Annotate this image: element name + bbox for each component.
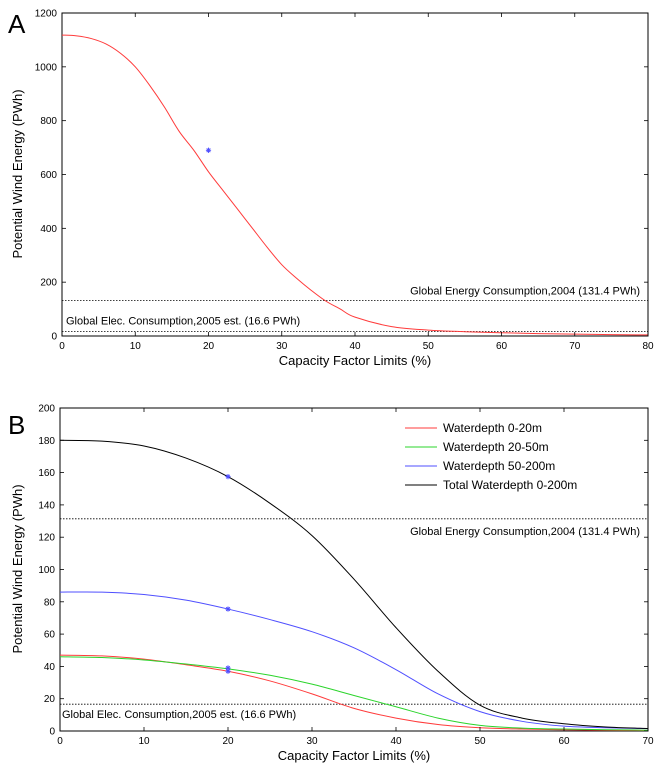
panel-b-x-tick-label: 50	[474, 736, 486, 747]
panel-b-x-tick-label: 60	[558, 736, 570, 747]
panel-a-reference-label: Global Energy Consumption,2004 (131.4 PW…	[410, 286, 640, 298]
panel-a-x-tick-label: 0	[59, 341, 65, 352]
panel-a-x-tick-label: 20	[203, 341, 215, 352]
legend-entry-label: Waterdepth 0-20m	[443, 421, 542, 435]
panel-a: A Global Energy Consumption,2004 (131.4 …	[8, 9, 654, 369]
panel-a-y-tick-label: 0	[51, 332, 57, 343]
panel-a-x-tick-label: 60	[496, 341, 508, 352]
panel-b-reference-label: Global Energy Consumption,2004 (131.4 PW…	[410, 526, 640, 538]
panel-a-x-tick-label: 80	[642, 341, 654, 352]
panel-b-x-tick-label: 10	[138, 736, 150, 747]
panel-b-letter: B	[8, 410, 25, 440]
panel-b-x-axis-label: Capacity Factor Limits (%)	[278, 748, 430, 763]
panel-b-series-line-2	[59, 591, 649, 730]
panel-b-plot-area	[59, 407, 649, 732]
panel-b: B Global Energy Consumption,2004 (131.4 …	[8, 404, 654, 764]
panel-b-y-tick-label: 40	[44, 662, 56, 673]
panel-a-y-tick-label: 1200	[35, 9, 58, 20]
panel-a-reference-label: Global Elec. Consumption,2005 est. (16.6…	[66, 316, 300, 328]
panel-a-x-tick-label: 70	[569, 341, 581, 352]
panel-a-y-tick-label: 600	[40, 170, 57, 181]
panel-b-x-tick-label: 40	[390, 736, 402, 747]
panel-b-y-tick-label: 20	[44, 694, 56, 705]
panel-b-reference-label: Global Elec. Consumption,2005 est. (16.6…	[62, 709, 296, 721]
panel-b-x-tick-label: 30	[306, 736, 318, 747]
panel-b-y-tick-label: 140	[38, 500, 55, 511]
panel-a-x-axis-label: Capacity Factor Limits (%)	[279, 353, 431, 368]
panel-b-y-tick-label: 100	[38, 565, 55, 576]
panel-a-y-tick-label: 200	[40, 278, 57, 289]
panel-b-y-tick-label: 0	[49, 727, 55, 738]
panel-b-y-tick-label: 180	[38, 436, 55, 447]
panel-a-data-marker	[205, 147, 212, 153]
panel-a-series-line-0	[61, 34, 649, 336]
panel-a-y-tick-label: 400	[40, 224, 57, 235]
panel-b-y-tick-label: 120	[38, 533, 55, 544]
panel-b-y-axis-label: Potential Wind Energy (PWh)	[10, 484, 25, 653]
panel-b-data-marker	[225, 606, 231, 612]
panel-b-y-tick-label: 200	[38, 404, 55, 415]
panel-a-y-tick-label: 1000	[35, 62, 58, 73]
panel-a-letter: A	[8, 9, 26, 39]
panel-b-legend: Waterdepth 0-20m Waterdepth 20-50m Waterde…	[405, 421, 577, 492]
panel-a-y-tick-label: 800	[40, 116, 57, 127]
panel-b-y-tick-label: 160	[38, 468, 55, 479]
panel-b-data-marker	[225, 474, 231, 480]
legend-entry-label: Waterdepth 20-50m	[443, 440, 549, 454]
panel-a-x-tick-label: 30	[276, 341, 288, 352]
panel-b-y-tick-label: 80	[44, 597, 56, 608]
panel-b-x-tick-label: 20	[222, 736, 234, 747]
panel-b-y-tick-label: 60	[44, 630, 56, 641]
panel-b-series-line-3	[59, 439, 649, 730]
panel-b-series-line-1	[59, 656, 649, 731]
legend-entry-label: Total Waterdepth 0-200m	[443, 478, 577, 492]
panel-a-y-axis-label: Potential Wind Energy (PWh)	[10, 89, 25, 258]
panel-a-x-tick-label: 10	[130, 341, 142, 352]
panel-a-x-tick-label: 40	[349, 341, 361, 352]
panel-b-x-tick-label: 0	[57, 736, 63, 747]
panel-a-x-tick-label: 50	[423, 341, 435, 352]
legend-entry-label: Waterdepth 50-200m	[443, 459, 555, 473]
panel-b-data-marker	[225, 668, 231, 674]
panel-b-x-tick-label: 70	[642, 736, 654, 747]
